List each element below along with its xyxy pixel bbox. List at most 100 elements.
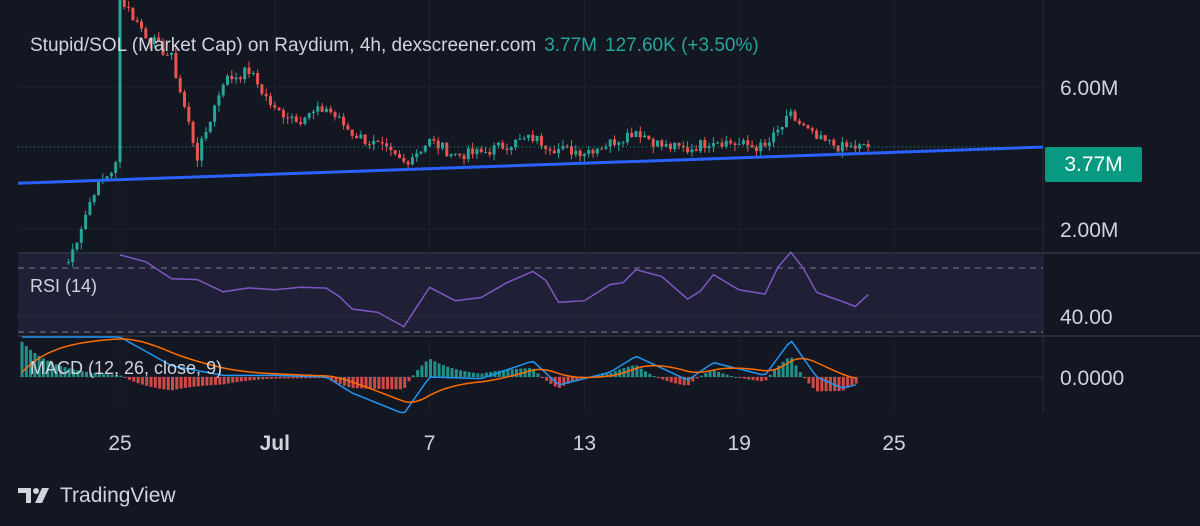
macd-histogram-bar [179,377,183,389]
candle-body [643,135,647,138]
macd-histogram-bar [437,363,441,377]
candle-body [105,176,109,180]
candle-body [797,120,801,124]
candle-body [772,132,776,143]
candle-body [135,20,139,22]
macd-histogram-bar [205,377,209,386]
macd-tick-label: 0.0000 [1060,367,1124,390]
candle-body [118,83,122,159]
candle-body [492,145,496,155]
macd-histogram-bar [747,377,751,380]
candle-body [471,148,475,155]
x-tick-label: 19 [728,432,751,455]
candle-body [703,140,707,148]
macd-histogram-bar [790,357,794,377]
candle-body [548,149,552,151]
rsi-label[interactable]: RSI (14) [30,276,98,296]
macd-histogram-bar [93,372,97,377]
macd-histogram-bar [50,362,54,377]
last-value: 3.77M [544,35,598,56]
candle-body [660,140,664,147]
macd-histogram-bar [704,373,708,377]
candle-body [514,139,518,148]
candle-body [372,140,376,145]
candle-body [346,125,350,130]
candle-body [613,139,616,145]
macd-histogram-bar [330,377,334,381]
candle-body [161,41,165,55]
macd-label[interactable]: MACD (12, 26, close, 9) [30,358,223,378]
candle-body [767,142,771,146]
macd-histogram-bar [37,355,41,377]
candle-body [681,145,685,148]
macd-histogram-bar [652,375,656,377]
y-tick-label: 6.00M [1060,77,1118,100]
macd-histogram-bar [80,371,84,377]
macd-histogram-bar [239,377,243,382]
candle-body [742,140,745,144]
tradingview-brand[interactable]: TradingView [18,484,176,508]
macd-histogram-bar [304,377,308,379]
macd-histogram-bar [394,377,398,390]
candle-body [664,143,668,147]
candle-body [140,21,143,29]
candle-body [436,140,440,149]
macd-histogram-bar [235,377,239,382]
candle-body [608,139,612,147]
candle-body [419,151,423,154]
candle-body [484,151,487,153]
candle-body [462,155,466,160]
macd-histogram-bar [777,365,781,377]
candle-body [79,229,83,243]
macd-histogram-bar [338,377,342,385]
macd-histogram-bar [712,369,716,377]
candle-body [200,138,204,161]
macd-histogram-bar [510,369,514,377]
macd-histogram-bar [42,358,45,377]
macd-histogram-bar [407,377,411,382]
macd-histogram-bar [360,377,364,389]
macd-histogram-bar [89,372,93,377]
candle-body [71,249,75,263]
candle-body [591,149,595,154]
macd-histogram-bar [390,377,394,390]
candle-body [535,135,539,141]
candle-body [458,153,462,156]
macd-histogram-bar [252,377,256,380]
macd-histogram-bar [368,377,372,389]
macd-histogram-bar [532,368,536,377]
candle-body [264,93,268,97]
macd-histogram-bar [166,377,170,390]
macd-histogram-bar [317,377,321,379]
macd-histogram-bar [768,374,772,377]
candle-body [329,108,333,113]
macd-histogram-bar [347,377,351,388]
candle-body [441,142,444,149]
macd-histogram-bar [459,370,463,377]
macd-histogram-bar [811,377,815,389]
macd-histogram-bar [123,377,127,378]
candle-body [191,121,195,143]
macd-histogram-bar [742,377,746,379]
candle-body [410,157,414,165]
macd-histogram-bar [841,377,845,391]
macd-histogram-bar [828,377,832,392]
candle-body [415,153,419,158]
trendline [17,145,1044,185]
macd-histogram-bar [231,377,235,383]
candle-body [66,262,70,264]
candle-body [690,149,694,153]
macd-histogram-bar [656,377,660,378]
macd-histogram-bar [261,377,265,380]
candle-body [699,140,702,152]
candle-body [501,142,505,149]
macd-histogram-bar [803,377,807,379]
candle-body [342,116,346,126]
macd-histogram-bar [639,368,643,377]
macd-histogram-bar [708,371,712,377]
macd-histogram-bar [833,377,837,392]
candle-body [350,129,354,136]
symbol-title: Stupid/SOL (Market Cap) on Raydium, 4h, … [30,35,537,56]
candle-body [625,132,629,143]
